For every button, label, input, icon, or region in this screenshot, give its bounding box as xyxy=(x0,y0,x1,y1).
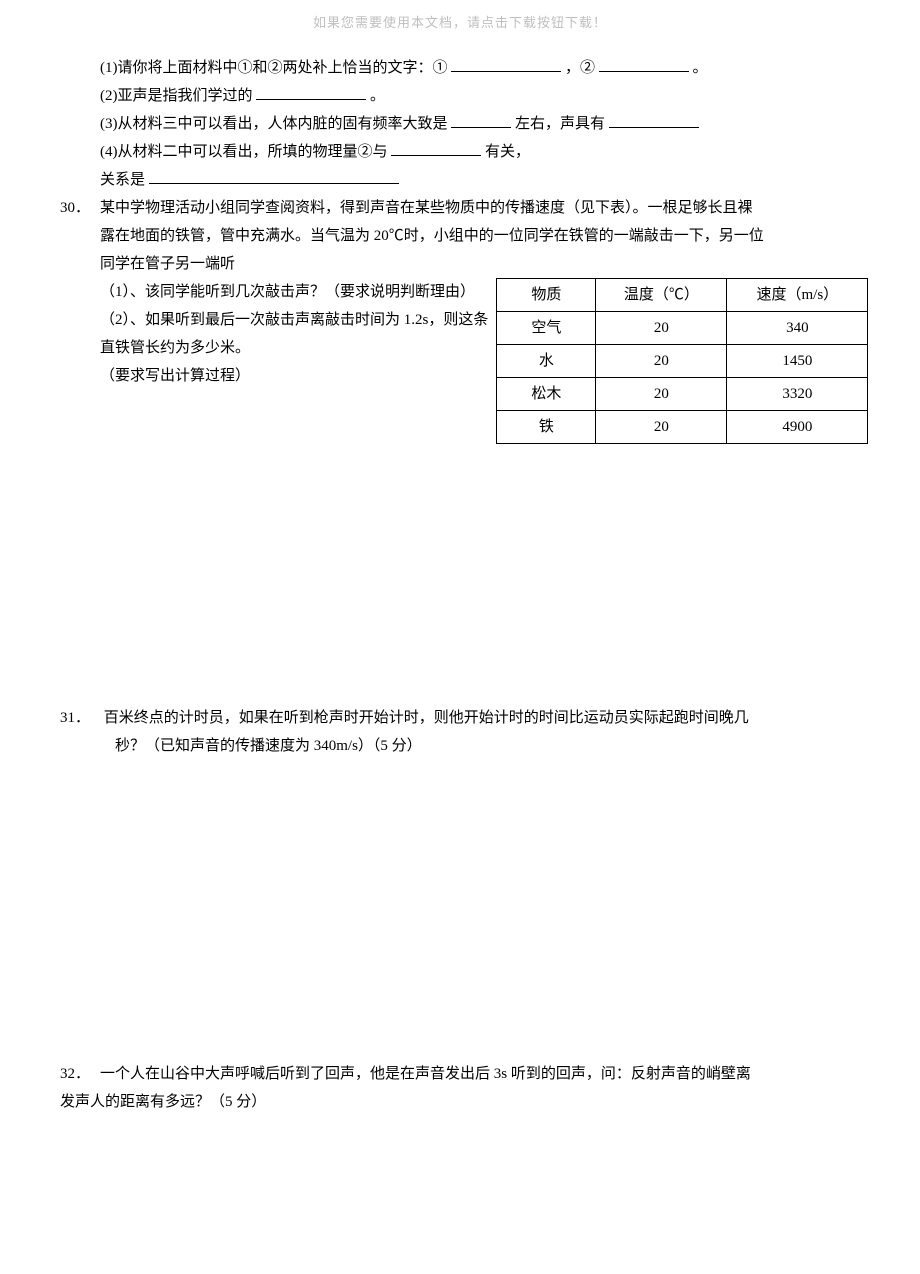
q30-line3: 同学在管子另一端听 xyxy=(60,250,860,278)
q30-p3: （要求写出计算过程） xyxy=(100,362,488,390)
q32-number: 32． xyxy=(60,1060,100,1088)
q29-sub4-a: (4)从材料二中可以看出，所填的物理量②与 xyxy=(100,144,388,160)
q30-line1: 30．某中学物理活动小组同学查阅资料，得到声音在某些物质中的传播速度（见下表）。… xyxy=(60,194,860,222)
q29-sub1-c: 。 xyxy=(693,60,708,76)
blank xyxy=(391,141,481,156)
blank xyxy=(149,169,399,184)
blank xyxy=(609,113,699,128)
q29-sub5-a: 关系是 xyxy=(100,172,145,188)
content-area: (1)请你将上面材料中①和②两处补上恰当的文字：① ，② 。 (2)亚声是指我们… xyxy=(60,54,860,1116)
q32-line2: 发声人的距离有多远？（5 分） xyxy=(60,1088,860,1116)
q31-line1: 31． 百米终点的计时员，如果在听到枪声时开始计时，则他开始计时的时间比运动员实… xyxy=(60,704,860,732)
speed-table: 物质 温度（℃） 速度（m/s） 空气 20 340 水 20 1450 xyxy=(496,278,868,444)
table-row: 空气 20 340 xyxy=(497,312,868,345)
q32-l1: 一个人在山谷中大声呼喊后听到了回声，他是在声音发出后 3s 听到的回声，问：反射… xyxy=(100,1066,751,1082)
cell: 20 xyxy=(596,411,727,444)
col-temperature: 温度（℃） xyxy=(596,279,727,312)
blank xyxy=(451,113,511,128)
cell: 340 xyxy=(727,312,868,345)
watermark-text: 如果您需要使用本文档，请点击下载按钮下载！ xyxy=(0,12,920,31)
q31-l2: 秒？（已知声音的传播速度为 340m/s）（5 分） xyxy=(115,738,422,754)
cell: 1450 xyxy=(727,345,868,378)
blank xyxy=(451,57,561,72)
q30-p1: （1）、该同学能听到几次敲击声？（要求说明判断理由） xyxy=(100,278,488,306)
q29-sub3-a: (3)从材料三中可以看出，人体内脏的固有频率大致是 xyxy=(100,116,448,132)
q29-sub1-b: ，② xyxy=(565,60,595,76)
q30-number: 30． xyxy=(60,194,100,222)
q29-sub3: (3)从材料三中可以看出，人体内脏的固有频率大致是 左右，声具有 xyxy=(60,110,860,138)
vertical-gap xyxy=(60,444,860,704)
q30-l3: 同学在管子另一端听 xyxy=(100,256,235,272)
vertical-gap xyxy=(60,760,860,1060)
table-header-row: 物质 温度（℃） 速度（m/s） xyxy=(497,279,868,312)
cell: 20 xyxy=(596,312,727,345)
q31-l1: 百米终点的计时员，如果在听到枪声时开始计时，则他开始计时的时间比运动员实际起跑时… xyxy=(100,710,749,726)
cell: 4900 xyxy=(727,411,868,444)
cell: 空气 xyxy=(497,312,596,345)
cell: 3320 xyxy=(727,378,868,411)
q30-body-row: （1）、该同学能听到几次敲击声？（要求说明判断理由） （2）、如果听到最后一次敲… xyxy=(60,278,860,444)
page: 如果您需要使用本文档，请点击下载按钮下载！ (1)请你将上面材料中①和②两处补上… xyxy=(0,0,920,1274)
table-row: 铁 20 4900 xyxy=(497,411,868,444)
blank xyxy=(256,85,366,100)
q32-line1: 32．一个人在山谷中大声呼喊后听到了回声，他是在声音发出后 3s 听到的回声，问… xyxy=(60,1060,860,1088)
cell: 水 xyxy=(497,345,596,378)
cell: 20 xyxy=(596,345,727,378)
cell: 松木 xyxy=(497,378,596,411)
q30-p2b: 直铁管长约为多少米。 xyxy=(100,334,488,362)
cell: 20 xyxy=(596,378,727,411)
q29-sub1-a: (1)请你将上面材料中①和②两处补上恰当的文字：① xyxy=(100,60,448,76)
table-row: 松木 20 3320 xyxy=(497,378,868,411)
q29-sub2-b: 。 xyxy=(370,88,385,104)
q29-sub2-a: (2)亚声是指我们学过的 xyxy=(100,88,253,104)
table-row: 水 20 1450 xyxy=(497,345,868,378)
q29-sub2: (2)亚声是指我们学过的 。 xyxy=(60,82,860,110)
col-substance: 物质 xyxy=(497,279,596,312)
q29-sub5: 关系是 xyxy=(60,166,860,194)
q30-right: 物质 温度（℃） 速度（m/s） 空气 20 340 水 20 1450 xyxy=(488,278,868,444)
q31-line2: 秒？（已知声音的传播速度为 340m/s）（5 分） xyxy=(60,732,860,760)
q30-l2: 露在地面的铁管，管中充满水。当气温为 20℃时，小组中的一位同学在铁管的一端敲击… xyxy=(100,228,764,244)
q29-sub1: (1)请你将上面材料中①和②两处补上恰当的文字：① ，② 。 xyxy=(60,54,860,82)
q32-l2: 发声人的距离有多远？（5 分） xyxy=(60,1094,266,1110)
col-speed: 速度（m/s） xyxy=(727,279,868,312)
blank xyxy=(599,57,689,72)
q31-number: 31． xyxy=(60,704,100,732)
q29-sub3-b: 左右，声具有 xyxy=(515,116,605,132)
q30-p2a: （2）、如果听到最后一次敲击声离敲击时间为 1.2s，则这条 xyxy=(100,306,488,334)
q29-sub4: (4)从材料二中可以看出，所填的物理量②与 有关， xyxy=(60,138,860,166)
q29-sub4-b: 有关， xyxy=(485,144,530,160)
q30-left: （1）、该同学能听到几次敲击声？（要求说明判断理由） （2）、如果听到最后一次敲… xyxy=(60,278,488,390)
q30-l1: 某中学物理活动小组同学查阅资料，得到声音在某些物质中的传播速度（见下表）。一根足… xyxy=(100,200,753,216)
cell: 铁 xyxy=(497,411,596,444)
q30-line2: 露在地面的铁管，管中充满水。当气温为 20℃时，小组中的一位同学在铁管的一端敲击… xyxy=(60,222,860,250)
